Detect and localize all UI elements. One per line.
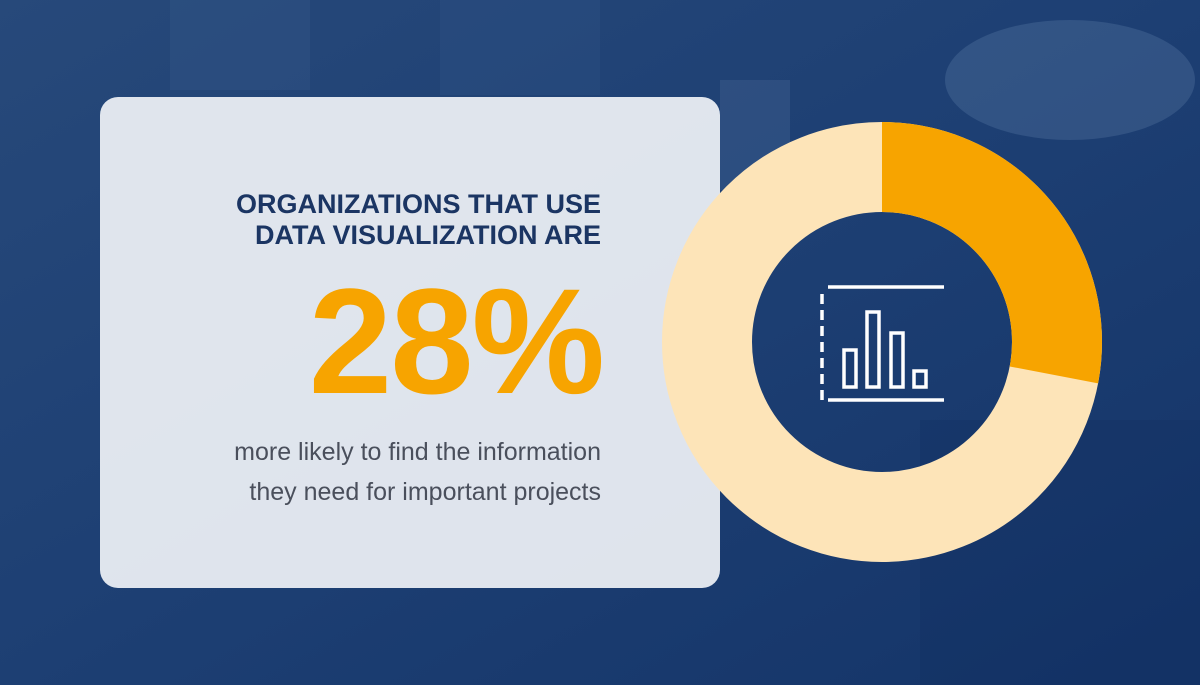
heading-line: ORGANIZATIONS THAT USE — [236, 189, 601, 219]
heading: ORGANIZATIONS THAT USE DATA VISUALIZATIO… — [236, 189, 601, 250]
chart-icon — [820, 285, 944, 402]
stat-label: 28% — [309, 257, 603, 425]
card — [100, 97, 720, 588]
heading-line: DATA VISUALIZATION ARE — [255, 220, 601, 250]
description-line: more likely to find the information — [234, 438, 601, 466]
donut-arc — [662, 122, 1102, 562]
description-line: they need for important projects — [249, 478, 601, 506]
description: more likely to find the information they… — [234, 438, 601, 506]
background-photo — [170, 0, 1200, 685]
